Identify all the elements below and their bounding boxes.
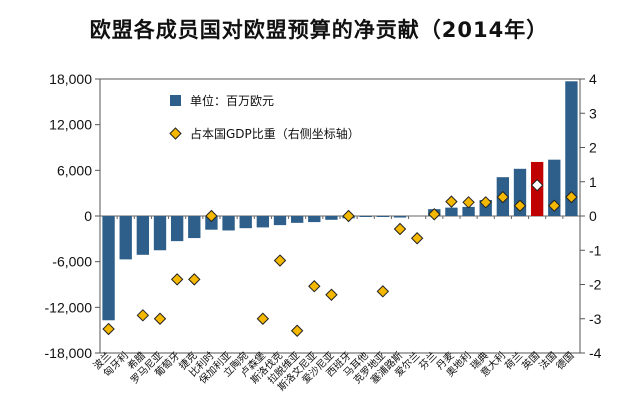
legend-diamond-swatch: [169, 127, 182, 140]
bar-捷克: [188, 216, 201, 239]
gdp-marker-葡萄牙: [170, 273, 184, 286]
bar-斯洛文尼亚: [308, 216, 321, 223]
right-tick-label: 4: [589, 71, 597, 87]
bar-卢森堡: [256, 216, 270, 228]
left-tick-label: -18,000: [45, 345, 93, 361]
gdp-marker-拉脱维亚: [290, 324, 304, 337]
legend-diamond-label: 占本国GDP比重（右侧坐标轴）: [190, 126, 360, 141]
gdp-marker-爱沙尼亚: [325, 288, 338, 301]
gdp-marker-意大利: [496, 190, 510, 204]
bar-马耳他: [359, 216, 372, 217]
chart-title: 欧盟各成员国对欧盟预算的净贡献（2014年）: [89, 18, 549, 42]
left-tick-label: -6,000: [52, 254, 92, 270]
bar-保加利亚: [222, 216, 235, 231]
bar-奥地利: [462, 206, 475, 216]
left-tick-label: 12,000: [49, 117, 92, 133]
bar-法国: [548, 159, 561, 216]
left-tick-label: -12,000: [45, 299, 93, 315]
legend-bar-swatch: [170, 95, 181, 106]
gdp-marker-爱尔兰: [410, 232, 424, 245]
bar-爱沙尼亚: [325, 216, 338, 220]
bar-希腊: [136, 216, 150, 255]
gdp-marker-克罗地亚: [376, 285, 390, 298]
right-tick-label: -1: [589, 242, 602, 258]
gdp-marker-瑞典: [479, 196, 492, 209]
right-tick-label: -4: [589, 345, 602, 361]
bar-罗马尼亚: [153, 216, 167, 251]
gdp-marker-英国: [530, 178, 544, 192]
gdp-marker-德国: [565, 190, 578, 204]
bar-斯洛伐克: [273, 216, 287, 226]
left-tick-label: 0: [84, 208, 92, 224]
right-tick-label: 3: [589, 105, 597, 121]
gdp-marker-波兰: [102, 322, 115, 336]
bar-塞浦路斯: [393, 216, 407, 218]
gdp-marker-斯洛伐克: [273, 254, 287, 267]
bar-波兰: [102, 216, 115, 321]
gdp-marker-塞浦路斯: [393, 222, 407, 236]
right-tick-label: 1: [589, 174, 597, 190]
bar-克罗地亚: [376, 216, 390, 217]
bar-德国: [565, 81, 578, 217]
gdp-marker-丹麦: [445, 195, 458, 208]
bar-立陶宛: [239, 216, 252, 229]
gdp-marker-奥地利: [462, 196, 475, 209]
gdp-marker-比利时: [205, 209, 218, 223]
right-tick-label: 0: [589, 208, 597, 224]
bar-拉脱维亚: [290, 216, 304, 223]
left-tick-label: 6,000: [57, 162, 92, 178]
gdp-marker-芬兰: [428, 208, 441, 221]
bar-葡萄牙: [170, 216, 184, 242]
bar-匈牙利: [119, 216, 132, 260]
gdp-marker-法国: [548, 199, 561, 212]
right-tick-label: -2: [589, 277, 602, 293]
gdp-marker-罗马尼亚: [153, 312, 167, 325]
gdp-marker-斯洛文尼亚: [308, 280, 321, 293]
gdp-marker-卢森堡: [256, 312, 270, 325]
right-tick-label: -3: [589, 311, 602, 327]
gdp-marker-西班牙: [342, 209, 355, 223]
gdp-marker-荷兰: [513, 199, 527, 212]
bar-丹麦: [445, 207, 458, 216]
gdp-marker-捷克: [188, 273, 201, 286]
gdp-marker-希腊: [136, 309, 150, 322]
right-tick-label: 2: [589, 140, 597, 156]
left-tick-label: 18,000: [49, 71, 92, 87]
bar-比利时: [205, 216, 218, 230]
legend-bar-label: 单位：百万欧元: [190, 93, 274, 108]
